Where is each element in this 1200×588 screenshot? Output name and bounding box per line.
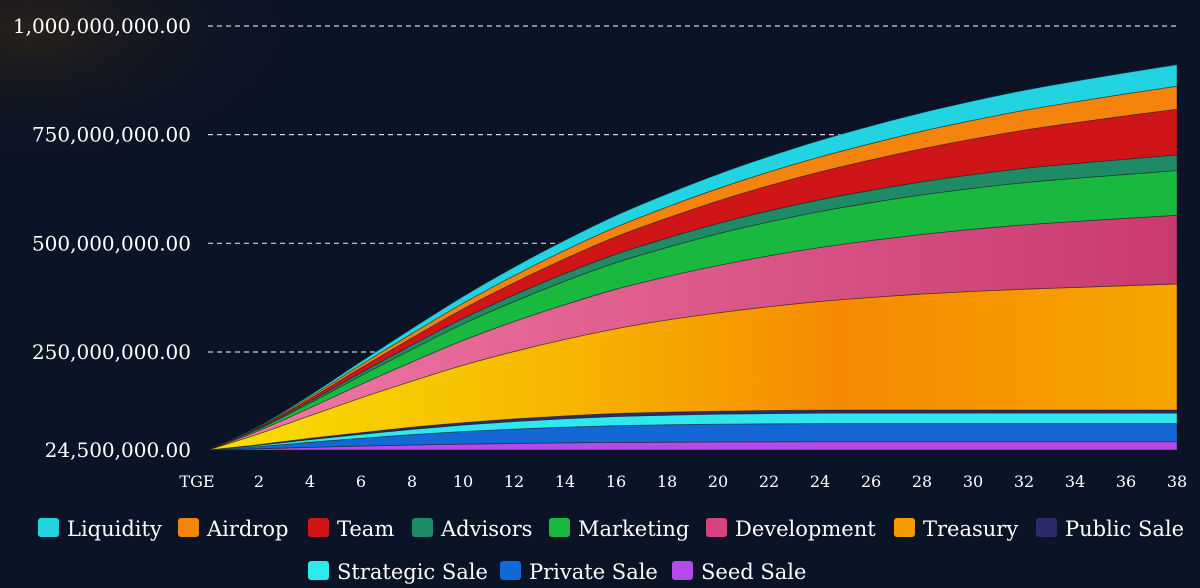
legend-swatch [894, 518, 915, 537]
legend-label: Seed Sale [701, 560, 806, 584]
x-tick-label: 28 [912, 472, 932, 491]
legend-item-team[interactable]: Team [308, 517, 394, 541]
legend-item-strategic-sale[interactable]: Strategic Sale [308, 560, 488, 584]
legend-label: Marketing [578, 517, 689, 541]
x-tick-label: 2 [254, 472, 264, 491]
x-tick-label: 36 [1116, 472, 1136, 491]
x-tick-label: 26 [861, 472, 881, 491]
x-tick-label: 18 [657, 472, 677, 491]
x-tick-label: 8 [407, 472, 417, 491]
legend-label: Advisors [440, 517, 532, 541]
x-tick-label: 24 [810, 472, 830, 491]
legend-label: Private Sale [529, 560, 658, 584]
legend-label: Airdrop [206, 517, 289, 541]
y-tick-label: 750,000,000.00 [32, 123, 191, 147]
legend-label: Liquidity [67, 517, 162, 541]
legend-swatch [412, 518, 433, 537]
x-tick-label: 32 [1014, 472, 1034, 491]
x-tick-label: 34 [1065, 472, 1085, 491]
legend-label: Strategic Sale [337, 560, 488, 584]
y-tick-label: 24,500,000.00 [45, 438, 191, 462]
legend-swatch [706, 518, 727, 537]
x-tick-label: 38 [1167, 472, 1187, 491]
legend-item-development[interactable]: Development [706, 517, 876, 541]
y-tick-label: 1,000,000,000.00 [13, 14, 191, 38]
legend-swatch [178, 518, 199, 537]
area-series [207, 64, 1178, 451]
x-tick-label: 22 [759, 472, 779, 491]
background-glow [0, 0, 600, 300]
legend-swatch [1036, 518, 1057, 537]
x-tick-label: 14 [555, 472, 575, 491]
x-tick-label: 4 [305, 472, 315, 491]
x-tick-label: 12 [504, 472, 524, 491]
legend: Liquidity Airdrop Team Advisors Marketing Dev… [38, 517, 1184, 584]
y-tick-label: 500,000,000.00 [32, 231, 191, 255]
legend-item-private-sale[interactable]: Private Sale [500, 560, 658, 584]
legend-swatch [308, 561, 329, 580]
axes: 24,500,000.00 250,000,000.00 500,000,000.0… [13, 14, 1187, 491]
legend-swatch [308, 518, 329, 537]
legend-item-marketing[interactable]: Marketing [549, 517, 689, 541]
legend-label: Development [735, 517, 876, 541]
legend-swatch [549, 518, 570, 537]
x-tick-label: 10 [453, 472, 473, 491]
legend-item-airdrop[interactable]: Airdrop [178, 517, 289, 541]
x-tick-label: 6 [356, 472, 366, 491]
x-tick-label: TGE [179, 472, 214, 491]
legend-label: Public Sale [1065, 517, 1184, 541]
legend-item-liquidity[interactable]: Liquidity [38, 517, 162, 541]
legend-item-public-sale[interactable]: Public Sale [1036, 517, 1184, 541]
legend-swatch [500, 561, 521, 580]
x-tick-label: 20 [708, 472, 728, 491]
legend-item-seed-sale[interactable]: Seed Sale [672, 560, 806, 584]
legend-swatch [38, 518, 59, 537]
legend-label: Treasury [923, 517, 1018, 541]
legend-item-advisors[interactable]: Advisors [412, 517, 532, 541]
legend-swatch [672, 561, 693, 580]
x-tick-label: 30 [963, 472, 983, 491]
legend-label: Team [337, 517, 394, 541]
x-tick-label: 16 [606, 472, 626, 491]
legend-item-treasury[interactable]: Treasury [894, 517, 1018, 541]
area-liquidity [207, 64, 1178, 451]
y-tick-label: 250,000,000.00 [32, 340, 191, 364]
